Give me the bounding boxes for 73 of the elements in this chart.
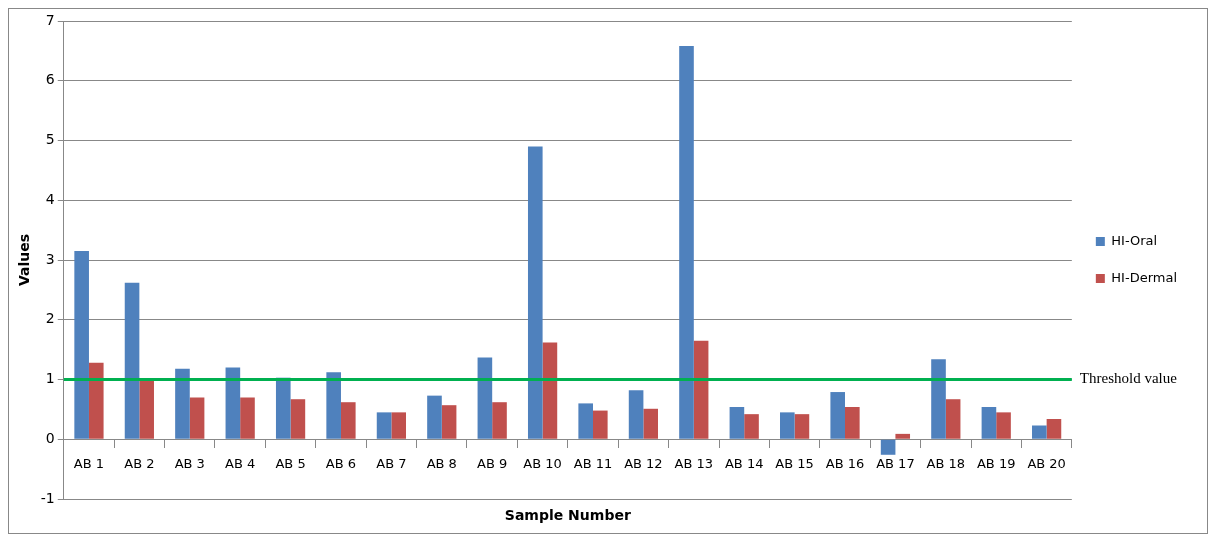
bar [880,439,896,455]
x-tick-label: AB 11 [573,456,613,472]
bar [628,390,644,439]
bar [225,367,241,439]
y-tick-label: 5 [45,131,55,148]
bar [441,405,457,439]
bar [290,399,306,439]
y-tick-label: 6 [45,71,55,88]
x-axis-title: Sample Number [504,506,631,523]
bar [729,406,745,439]
x-tick-label: AB 13 [674,456,714,472]
x-tick-label: AB 8 [426,456,457,472]
bar [88,362,104,439]
bar [326,372,341,439]
bar [845,406,860,439]
bar [427,395,442,439]
y-tick-label: 1 [45,370,55,387]
bar [780,412,795,439]
x-tick-label: AB 6 [325,456,357,472]
bar [693,340,709,439]
bar [175,368,190,439]
y-tick-label: -1 [40,489,55,506]
bar [593,410,608,439]
bar [981,406,997,439]
bar [340,402,356,439]
x-tick-label: AB 10 [523,456,562,472]
bar [931,359,946,439]
x-tick-label: AB 20 [1027,456,1066,472]
bar [1046,418,1062,439]
bar [240,397,255,439]
bar [477,357,493,439]
bar [189,397,205,439]
bar [1032,425,1047,439]
y-tick-label: 7 [45,11,55,28]
bar [391,412,406,439]
x-tick-label: AB 4 [225,456,256,472]
y-axis-title: Values [16,233,33,287]
bar [124,282,140,439]
bar [679,46,694,439]
x-tick-label: AB 9 [477,456,508,472]
bar [830,392,846,439]
x-tick-label: AB 3 [174,456,205,472]
x-tick-label: AB 19 [976,456,1016,472]
bar [139,378,154,439]
bar [578,403,593,439]
x-tick-label: AB 7 [376,456,407,472]
x-tick-label: AB 1 [73,456,105,472]
x-tick-label: AB 12 [624,456,663,472]
bar [996,412,1011,439]
y-tick-label: 3 [45,250,55,267]
y-tick-label: 4 [45,190,55,207]
bar [744,414,759,439]
x-tick-label: AB 17 [876,456,915,472]
bar [376,412,392,439]
bar [527,146,543,439]
bar [492,402,507,439]
y-tick-label: 0 [45,429,55,446]
bar [945,399,961,439]
bar [74,251,89,439]
x-tick-label: AB 5 [275,456,306,472]
x-tick-label: AB 15 [775,456,814,472]
x-tick-label: AB 2 [124,456,155,472]
x-tick-label: AB 14 [724,456,764,472]
bar [542,342,558,439]
legend-label: HI-Dermal [1111,269,1178,285]
bar [895,433,911,439]
bar [794,414,810,439]
legend-label: HI-Oral [1111,232,1158,248]
x-tick-label: AB 16 [825,456,865,472]
x-tick-label: AB 18 [926,456,966,472]
y-tick-label: 2 [45,310,55,327]
bar [643,408,659,439]
ref-line-label: Threshold value [1079,370,1178,387]
